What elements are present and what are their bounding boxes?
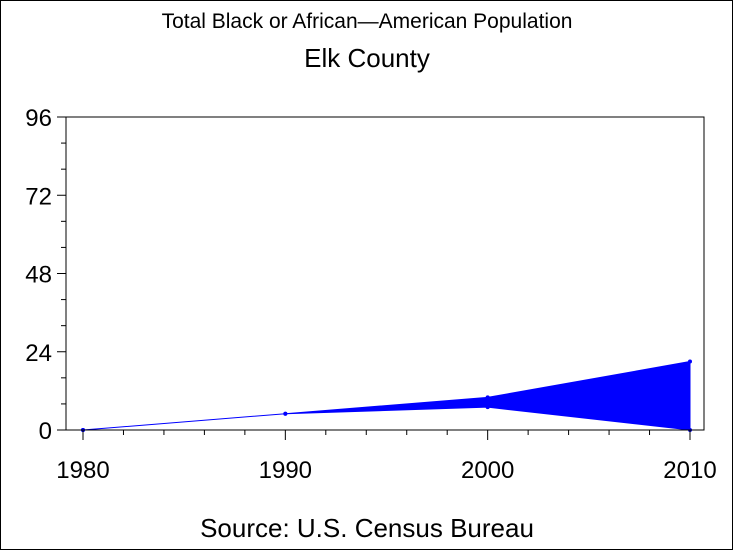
x-tick-label: 2000 [461, 457, 514, 484]
data-point-1-2000 [485, 395, 490, 400]
x-tick-label: 1980 [56, 457, 109, 484]
data-point-2-2000 [485, 405, 490, 410]
y-tick-label: 72 [25, 183, 52, 210]
chart-subtitle: Elk County [304, 43, 430, 73]
area-fill-layer [81, 359, 692, 432]
data-point-2-1990 [283, 411, 288, 416]
y-tick-label: 24 [25, 340, 52, 367]
data-point-1-2010 [688, 359, 692, 364]
area-band [82, 360, 691, 431]
axes-layer: 0 24 48 72 96 1980 1990 2000 2010 [25, 105, 716, 484]
x-tick-label: 1990 [259, 457, 312, 484]
y-tick-label: 0 [39, 418, 52, 445]
source-note: Source: U.S. Census Bureau [200, 513, 534, 543]
y-tick-label: 96 [25, 105, 52, 132]
chart-title: Total Black or African—American Populati… [162, 10, 573, 33]
y-tick-label: 48 [25, 262, 52, 289]
x-tick-label: 2010 [663, 457, 716, 484]
